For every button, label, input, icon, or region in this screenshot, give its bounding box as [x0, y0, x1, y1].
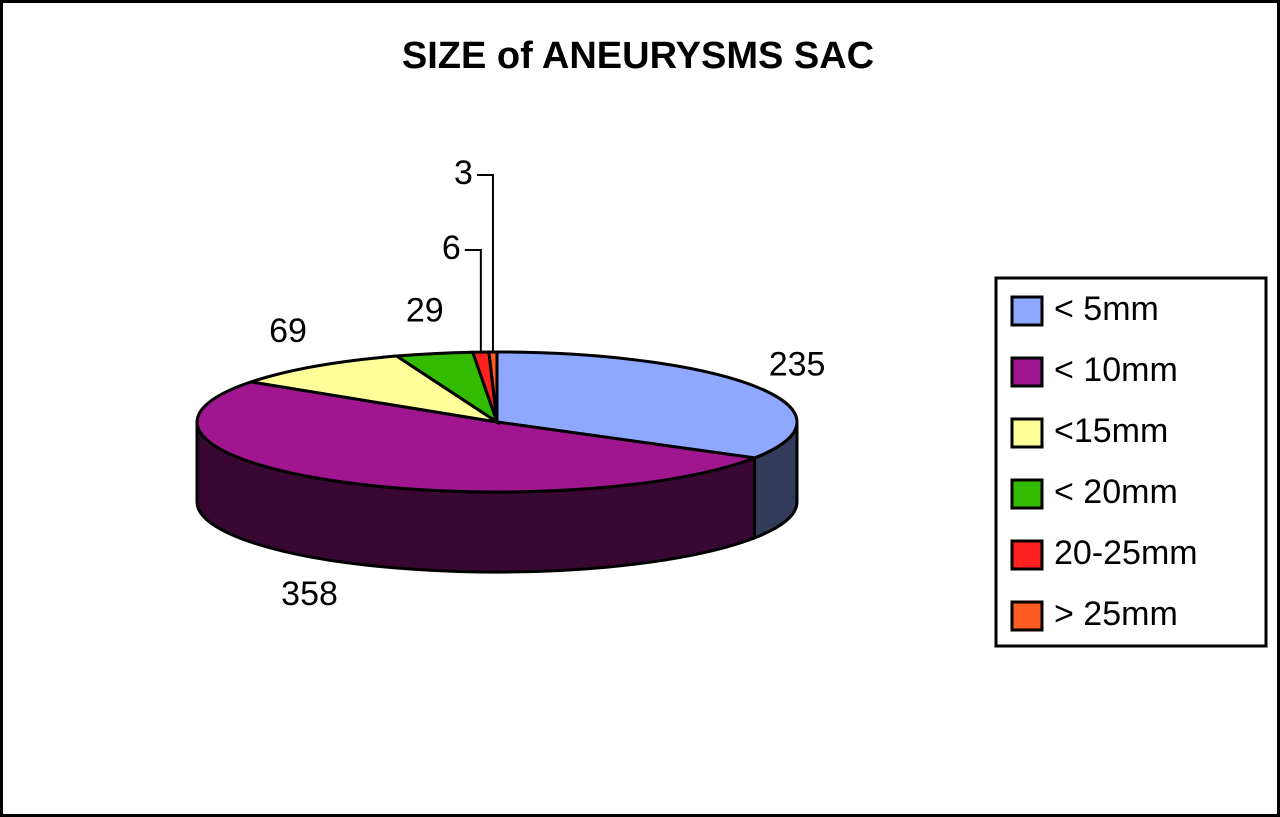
legend-swatch — [1010, 539, 1044, 571]
legend-swatch — [1010, 478, 1044, 510]
chart-title: SIZE of ANEURYSMS SAC — [402, 35, 874, 77]
legend-swatch — [1010, 356, 1044, 388]
data-label: 29 — [406, 291, 444, 329]
legend-label: < 20mm — [1054, 473, 1178, 511]
slice — [195, 380, 761, 494]
data-label: 69 — [269, 312, 307, 350]
data-label: 358 — [281, 575, 338, 613]
legend-swatch — [1010, 417, 1044, 449]
legend-label: 20-25mm — [1054, 534, 1198, 572]
leader-line — [476, 174, 494, 353]
legend-label: <15mm — [1054, 412, 1168, 450]
legend-swatch — [1010, 295, 1044, 327]
data-label: 235 — [769, 346, 826, 384]
legend-box — [994, 276, 1268, 648]
legend-label: > 25mm — [1054, 595, 1178, 633]
data-label: 6 — [442, 229, 461, 267]
slice — [250, 354, 498, 424]
data-label: 3 — [454, 154, 473, 192]
leader-line — [464, 249, 482, 353]
legend-swatch — [1010, 600, 1044, 632]
legend-label: < 10mm — [1054, 351, 1178, 389]
legend-label: < 5mm — [1054, 290, 1159, 328]
